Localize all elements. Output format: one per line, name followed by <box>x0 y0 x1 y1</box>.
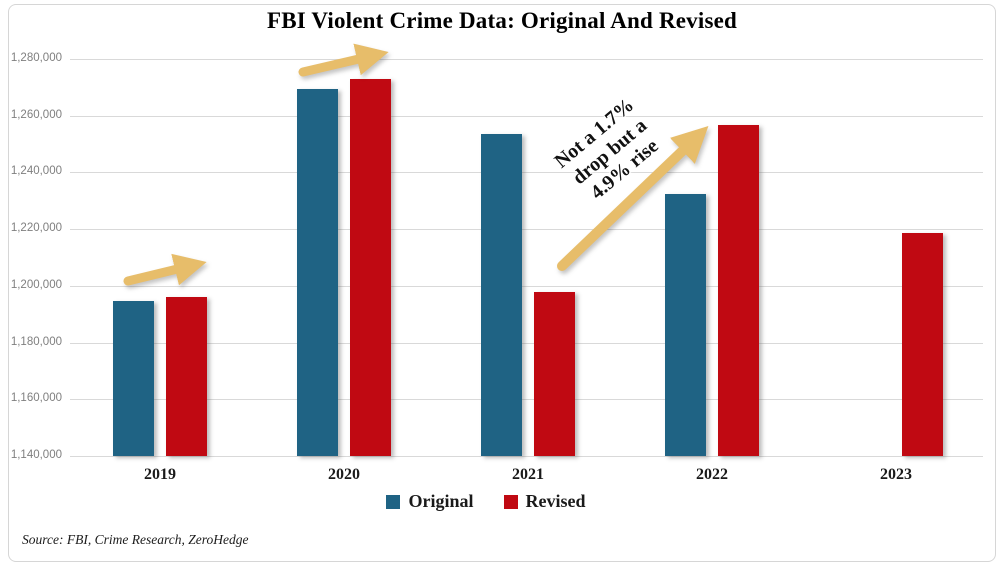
legend-item-revised: Revised <box>503 491 586 512</box>
gridline <box>70 115 983 117</box>
gridline <box>70 172 983 174</box>
bar-original-2022 <box>665 193 706 456</box>
annotation-text: Not a 1.7% drop but a 4.9% rise <box>550 94 669 210</box>
legend-label: Revised <box>525 491 586 511</box>
y-tick-label: 1,140,000 <box>10 449 62 461</box>
source-note: Source: FBI, Crime Research, ZeroHedge <box>22 532 249 547</box>
chart-title: FBI Violent Crime Data: Original And Rev… <box>266 8 738 33</box>
bar-revised-2022 <box>718 125 759 456</box>
y-tick-label: 1,220,000 <box>10 222 62 235</box>
bar-original-2020 <box>297 89 338 456</box>
legend: Original Revised <box>0 491 988 512</box>
bar-revised-2023 <box>902 233 943 456</box>
gridline <box>70 229 983 231</box>
bar-revised-2019 <box>166 297 207 456</box>
gridline <box>70 456 983 457</box>
bar-revised-2021 <box>534 291 575 456</box>
bar-original-2021 <box>481 134 522 456</box>
x-tick-label-2020: 2020 <box>328 466 360 483</box>
x-tick-label-2021: 2021 <box>512 466 544 483</box>
gridline <box>70 399 983 401</box>
x-tick-label-2023: 2023 <box>880 466 912 483</box>
bar-revised-2020 <box>350 79 391 456</box>
y-tick-label: 1,260,000 <box>10 108 62 121</box>
y-tick-label: 1,280,000 <box>10 52 62 64</box>
y-tick-label: 1,160,000 <box>10 392 62 405</box>
trend-arrow-2020-icon <box>298 43 389 77</box>
bar-original-2019 <box>113 300 154 456</box>
y-tick-label: 1,180,000 <box>10 335 62 348</box>
legend-swatch-original <box>386 494 401 509</box>
gridline <box>70 342 983 344</box>
legend-swatch-revised <box>503 494 518 509</box>
legend-label: Original <box>408 491 474 511</box>
trend-arrow-2019-icon <box>123 253 207 286</box>
x-tick-label-2022: 2022 <box>696 466 728 483</box>
gridline <box>70 285 983 287</box>
legend-item-original: Original <box>386 491 474 512</box>
x-tick-label-2019: 2019 <box>144 466 176 483</box>
y-tick-label: 1,240,000 <box>10 165 62 178</box>
gridline <box>70 59 983 60</box>
y-tick-label: 1,200,000 <box>10 278 62 291</box>
